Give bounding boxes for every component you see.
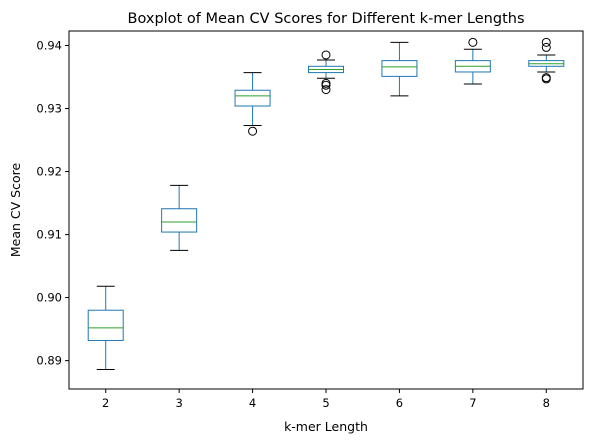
x-tick-label: 5: [322, 396, 329, 410]
iqr-box: [234, 89, 271, 107]
chart-title: Boxplot of Mean CV Scores for Different …: [128, 11, 525, 27]
x-tick-label: 2: [102, 396, 109, 410]
y-tick-label: 0.89: [36, 354, 62, 368]
iqr-box: [87, 309, 124, 341]
plot-area: 0.89 0.90 0.91 0.92 0.93 0.94 2 3 4 5 6 7 8: [36, 37, 565, 410]
x-tick-label: 4: [249, 396, 256, 410]
y-tick-label: 0.93: [36, 102, 62, 116]
outlier-point: [321, 50, 331, 60]
y-tick-label: 0.94: [36, 38, 62, 52]
x-tick-label: 8: [543, 396, 550, 410]
outlier-point: [541, 42, 551, 52]
x-axis-label: k-mer Length: [284, 419, 368, 434]
outlier-point: [248, 126, 258, 136]
x-tick-label: 7: [469, 396, 476, 410]
outlier-point: [321, 85, 331, 95]
y-tick-label: 0.92: [36, 165, 62, 179]
outlier-point: [468, 37, 478, 47]
outlier-point: [541, 74, 551, 84]
y-tick-label: 0.90: [36, 291, 62, 305]
iqr-box: [381, 60, 418, 77]
y-tick-label: 0.91: [36, 228, 62, 242]
x-tick-label: 6: [396, 396, 403, 410]
y-axis-label: Mean CV Score: [8, 163, 23, 258]
x-tick-label: 3: [175, 396, 182, 410]
outlier-point: [321, 80, 331, 90]
iqr-box: [161, 208, 198, 233]
outlier-point: [541, 37, 551, 47]
plot-frame: [68, 30, 584, 390]
